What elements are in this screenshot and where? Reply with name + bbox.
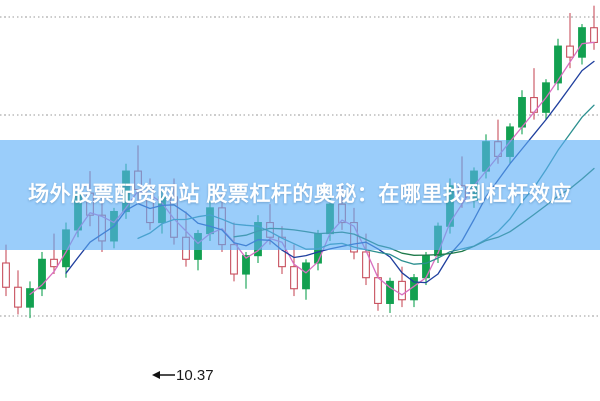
headline-text: 场外股票配资网站 股票杠杆的奥秘：在哪里找到杠杆效应 [28, 183, 572, 206]
price-annotation: 10.37 [152, 367, 214, 384]
price-annotation-label: 10.37 [176, 367, 214, 384]
headline-banner: 场外股票配资网站 股票杠杆的奥秘：在哪里找到杠杆效应 [0, 140, 600, 250]
left-arrow-icon [152, 371, 175, 379]
